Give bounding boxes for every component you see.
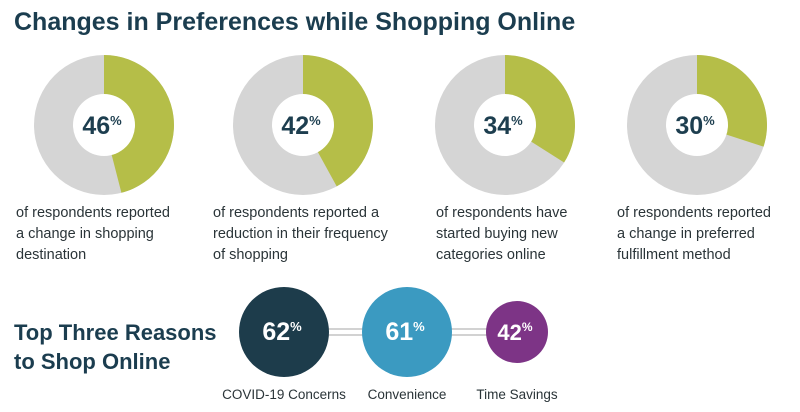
donut-hole — [272, 94, 334, 156]
donut-value-label: 46% — [82, 112, 122, 140]
donut-description: of respondents have started buying new c… — [436, 205, 568, 263]
donut-value-label: 30% — [675, 112, 715, 140]
donut-slice — [104, 55, 174, 193]
donut-hole — [73, 94, 135, 156]
reason-label: Convenience — [367, 387, 447, 402]
reason-label: COVID-19 Concerns — [222, 387, 346, 402]
reason-value-label: 62% — [262, 318, 302, 346]
donut-description: of respondents reported a reduction in t… — [213, 205, 388, 263]
donut-chart: 30% — [627, 55, 767, 195]
donut-charts: 46% 42% 34% 30% — [34, 55, 767, 195]
donut-hole — [666, 94, 728, 156]
donut-value-label: 42% — [281, 112, 321, 140]
reason-label: Time Savings — [476, 387, 558, 402]
donut-description: of respondents reported a change in pref… — [617, 205, 771, 263]
donut-description: of respondents reported a change in shop… — [16, 205, 170, 263]
donut-chart: 46% — [34, 55, 174, 195]
reason-value-label: 61% — [385, 318, 425, 346]
donut-chart: 42% — [233, 55, 373, 195]
reason-circle — [239, 287, 329, 377]
reasons-circles: 62% 61% 42% — [239, 287, 548, 377]
reason-value-label: 42% — [497, 320, 532, 345]
donut-value-label: 34% — [483, 112, 523, 140]
chart-title: Changes in Preferences while Shopping On… — [14, 8, 576, 36]
donut-chart: 34% — [435, 55, 575, 195]
reason-circle — [486, 301, 548, 363]
reason-circle — [362, 287, 452, 377]
reasons-title: Top Three Reasons to Shop Online — [14, 320, 217, 374]
donut-hole — [474, 94, 536, 156]
donut-slice — [303, 55, 373, 187]
